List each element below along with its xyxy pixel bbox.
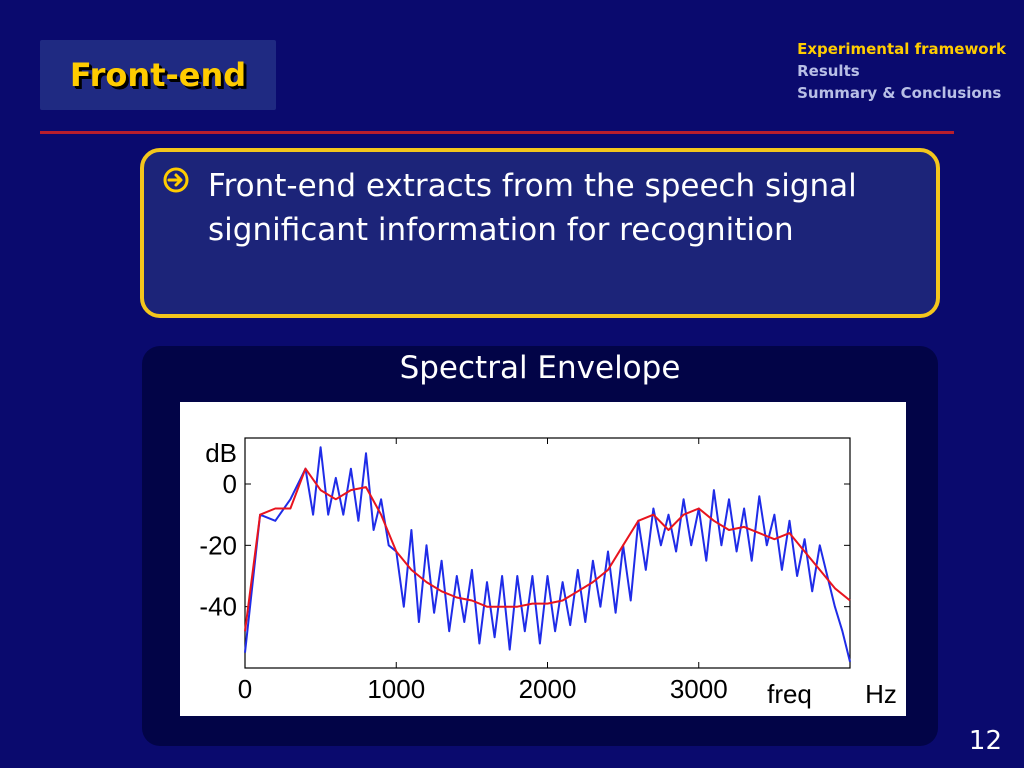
nav-item-experimental-framework[interactable]: Experimental framework [797, 40, 1006, 58]
x-tick-label: 3000 [670, 674, 728, 704]
chart-area: 0 1000 2000 3000 0 -20 -40 dB freq Hz [180, 402, 906, 716]
figure-title: Spectral Envelope [399, 350, 681, 386]
slide-title-box: Front-end [40, 40, 276, 110]
bullet-box: Front-end extracts from the speech signa… [140, 148, 940, 318]
series-line-envelope [244, 467, 851, 632]
nav-item-summary-conclusions[interactable]: Summary & Conclusions [797, 84, 1002, 102]
x-tick-label: 1000 [367, 674, 425, 704]
series-line-spectrum [244, 446, 851, 663]
page-number: 12 [968, 726, 1002, 756]
y-tick-label: -40 [199, 592, 237, 622]
plot-frame [244, 437, 851, 669]
x-tick-label: 0 [238, 674, 252, 704]
y-tick-label: -20 [199, 530, 237, 560]
x-axis-unit: Hz [865, 679, 897, 709]
y-axis-label: dB [205, 438, 237, 468]
arrow-right-circle-icon [162, 166, 190, 194]
header-divider [40, 131, 954, 134]
y-tick-label: 0 [223, 469, 237, 499]
x-axis-label: freq [767, 679, 812, 709]
bullet-text: Front-end extracts from the speech signa… [208, 168, 857, 248]
section-nav: Experimental framework Results Summary &… [797, 38, 1006, 104]
spectral-envelope-chart: 0 1000 2000 3000 0 -20 -40 dB freq Hz [199, 437, 897, 709]
x-tick-label: 2000 [519, 674, 577, 704]
slide-title: Front-end [69, 56, 247, 94]
nav-item-results[interactable]: Results [797, 62, 860, 80]
